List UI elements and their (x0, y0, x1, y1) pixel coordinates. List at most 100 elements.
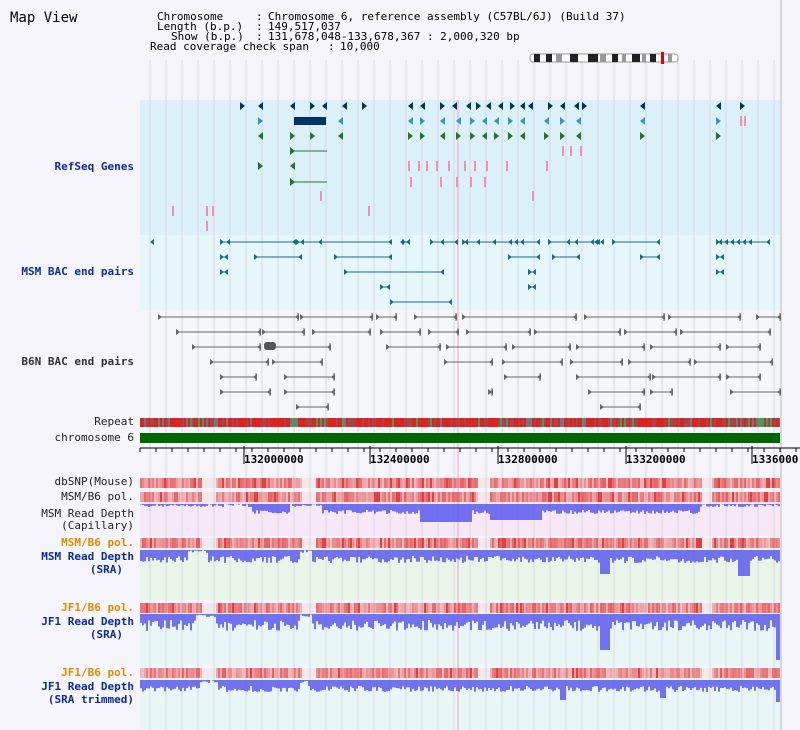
polymorphism-cell (154, 603, 156, 613)
polymorphism-cell (694, 538, 696, 548)
read-depth-bar (164, 504, 166, 505)
repeat-segment (540, 418, 542, 427)
feature-arrow (470, 132, 475, 140)
polymorphism-cell (696, 478, 698, 488)
read-depth-bar (484, 680, 486, 688)
polymorphism-cell (180, 478, 182, 488)
read-depth-bar (486, 680, 488, 691)
repeat-segment (302, 418, 304, 427)
repeat-segment (648, 418, 650, 427)
polymorphism-cell (390, 478, 392, 488)
polymorphism-cell (612, 538, 614, 548)
track-label-jf1-depth-trim[interactable]: JF1 Read Depth (41, 680, 134, 693)
read-depth-bar (702, 614, 704, 626)
polymorphism-cell (624, 538, 626, 548)
track-label-repeat[interactable]: Repeat (94, 415, 134, 428)
repeat-segment (694, 418, 696, 427)
track-label-b6n-bac[interactable]: B6N BAC end pairs (21, 355, 134, 368)
polymorphism-cell (222, 538, 224, 548)
read-depth-bar (182, 504, 184, 506)
read-depth-bar (428, 680, 430, 692)
polymorphism-cell (606, 668, 608, 678)
read-depth-bar (420, 614, 422, 630)
repeat-segment (394, 418, 396, 427)
polymorphism-cell (486, 668, 488, 678)
read-depth-bar (194, 680, 196, 687)
read-depth-bar (692, 550, 694, 562)
polymorphism-cell (162, 492, 164, 502)
track-label-jf1-b6-pol-2[interactable]: JF1/B6 pol. (61, 666, 134, 679)
repeat-segment (308, 418, 310, 427)
polymorphism-cell (442, 492, 444, 502)
read-depth-bar (486, 504, 488, 513)
polymorphism-cell (548, 538, 550, 548)
polymorphism-cell (330, 478, 332, 488)
read-depth-bar (352, 504, 354, 513)
polymorphism-cell (386, 603, 388, 613)
polymorphism-cell (256, 492, 258, 502)
track-label-msm-depth-sra[interactable]: MSM Read Depth (41, 550, 134, 563)
feature-arrow (720, 254, 724, 260)
polymorphism-cell (210, 492, 212, 502)
polymorphism-cell (740, 478, 742, 488)
repeat-segment (156, 418, 158, 427)
track-label-msm-b6-pol-2[interactable]: MSM/B6 pol. (61, 536, 134, 549)
repeat-segment (596, 418, 598, 427)
read-depth-bar (364, 680, 366, 691)
polymorphism-cell (492, 538, 494, 548)
polymorphism-cell (516, 478, 518, 488)
polymorphism-cell (610, 603, 612, 613)
polymorphism-cell (254, 603, 256, 613)
polymorphism-cell (614, 538, 616, 548)
polymorphism-cell (372, 492, 374, 502)
track-label-jf1-b6-pol[interactable]: JF1/B6 pol. (61, 601, 134, 614)
repeat-segment (366, 418, 368, 427)
polymorphism-cell (364, 478, 366, 488)
polymorphism-cell (298, 538, 300, 548)
read-depth-bar (750, 550, 752, 561)
polymorphism-cell (210, 478, 212, 488)
polymorphism-cell (222, 603, 224, 613)
polymorphism-cell (512, 478, 514, 488)
polymorphism-cell (190, 538, 192, 548)
polymorphism-cell (468, 603, 470, 613)
feature-arrow (380, 329, 384, 335)
polymorphism-cell (606, 538, 608, 548)
polymorphism-cell (594, 492, 596, 502)
track-label-jf1-depth-sra[interactable]: JF1 Read Depth (41, 615, 134, 628)
polymorphism-cell (642, 538, 644, 548)
read-depth-bar (776, 614, 778, 660)
track-label-refseq[interactable]: RefSeq Genes (54, 160, 134, 173)
feature-arrow (388, 239, 392, 245)
read-depth-bar (606, 504, 608, 512)
read-depth-bar (162, 680, 164, 688)
polymorphism-cell (338, 603, 340, 613)
track-label-msm-depth-cap[interactable]: MSM Read Depth (41, 507, 134, 520)
polymorphism-cell (680, 478, 682, 488)
track-label-msm-b6-pol[interactable]: MSM/B6 pol. (61, 490, 134, 503)
read-depth-bar (522, 550, 524, 557)
polymorphism-cell (550, 538, 552, 548)
repeat-segment (652, 418, 654, 427)
polymorphism-cell (450, 668, 452, 678)
feature-arrow (650, 389, 654, 395)
polymorphism-cell (492, 668, 494, 678)
track-label-dbsnp[interactable]: dbSNP(Mouse) (54, 475, 134, 488)
read-depth-bar (264, 504, 266, 511)
track-label-msm-bac[interactable]: MSM BAC end pairs (21, 265, 134, 278)
polymorphism-cell (626, 603, 628, 613)
polymorphism-cell (572, 478, 574, 488)
read-depth-bar (238, 614, 240, 625)
track-label-chromosome[interactable]: chromosome 6 (54, 431, 134, 444)
polymorphism-cell (214, 668, 216, 678)
read-depth-bar (674, 614, 676, 621)
polymorphism-cell (582, 538, 584, 548)
read-depth-bar (608, 614, 610, 650)
ideogram-band (556, 54, 562, 62)
polymorphism-cell (432, 478, 434, 488)
feature-arrow (594, 239, 598, 245)
read-depth-bar (348, 680, 350, 692)
polymorphism-cell (154, 538, 156, 548)
polymorphism-cell (460, 668, 462, 678)
